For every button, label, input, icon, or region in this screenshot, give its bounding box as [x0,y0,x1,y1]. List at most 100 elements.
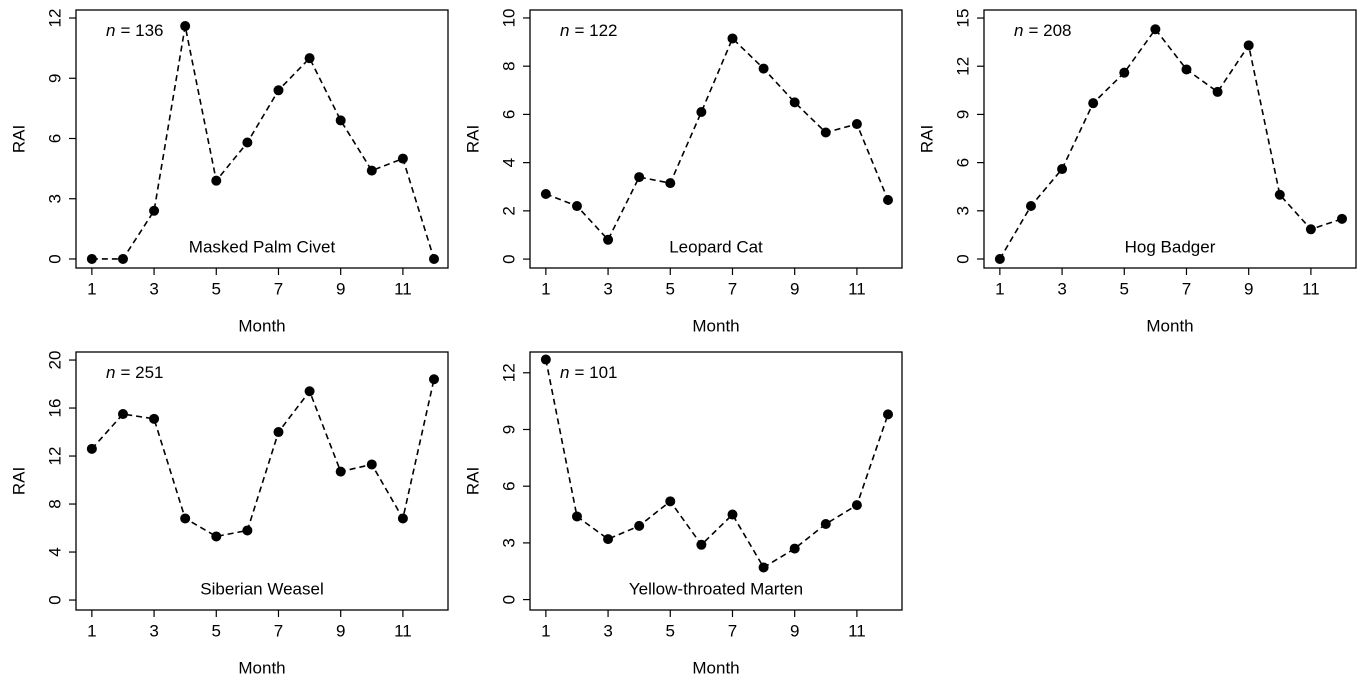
plot-frame [529,9,903,269]
sample-size-value: = 136 [120,21,163,40]
data-point [883,409,894,420]
data-point [211,175,222,186]
data-point [571,511,582,522]
data-point [1274,189,1285,200]
data-point [1057,164,1068,175]
data-point [665,178,676,189]
data-point [117,253,128,264]
plot-frame [75,351,449,611]
data-point [1025,200,1036,211]
data-line [999,27,1343,260]
data-line [545,359,889,569]
data-point [571,201,582,212]
y-tick-label: 8 [45,499,64,508]
y-tick-label: 0 [499,595,518,604]
data-point [366,165,377,176]
sample-size-symbol: n [106,363,115,382]
species-name: Leopard Cat [669,237,763,256]
sample-size-value: = 122 [574,21,617,40]
sample-size-symbol: n [560,21,569,40]
data-point [696,106,707,117]
data-point [851,500,862,511]
x-tick-label: 7 [728,621,737,640]
sample-size-symbol: n [106,21,115,40]
x-tick-label: 3 [149,279,158,298]
data-point [1243,40,1254,51]
x-axis-label: Month [238,658,285,677]
data-point [1088,98,1099,109]
x-tick-label: 5 [666,279,675,298]
y-axis-label: RAI [9,125,28,153]
data-point [540,354,551,365]
y-tick-label: 15 [953,9,972,28]
data-point [242,137,253,148]
data-point [397,513,408,524]
data-point [180,513,191,524]
y-tick-label: 8 [499,61,518,70]
plot-frame [983,9,1357,269]
data-point [603,534,614,545]
species-name: Yellow-throated Marten [629,579,803,598]
data-point [851,119,862,130]
x-tick-label: 11 [394,279,412,298]
y-tick-label: 12 [499,363,518,382]
data-line [91,379,435,538]
data-point [540,188,551,199]
y-tick-label: 2 [499,206,518,215]
species-name: Masked Palm Civet [189,237,336,256]
data-point [1305,224,1316,235]
y-tick-label: 10 [499,8,518,27]
sample-size-value: = 251 [120,363,163,382]
y-tick-label: 12 [953,57,972,76]
x-tick-label: 1 [87,621,96,640]
x-tick-label: 9 [790,621,799,640]
x-tick-label: 11 [394,621,412,640]
data-point [634,520,645,531]
x-tick-label: 3 [603,621,612,640]
x-tick-label: 5 [666,621,675,640]
data-point [820,519,831,529]
y-tick-label: 6 [953,158,972,167]
data-line [545,37,889,242]
data-point [335,466,346,477]
sample-size: n = 101 [560,363,617,382]
x-tick-label: 11 [1302,279,1320,298]
x-tick-label: 7 [274,621,283,640]
data-point [1150,24,1161,35]
x-tick-label: 3 [603,279,612,298]
data-point [1212,86,1223,97]
data-line [91,25,435,260]
x-tick-label: 1 [87,279,96,298]
x-tick-label: 5 [212,621,221,640]
y-tick-label: 6 [499,481,518,490]
data-point [273,85,284,96]
y-tick-label: 0 [45,254,64,263]
data-point [242,525,253,536]
data-point [994,254,1005,265]
x-tick-label: 3 [149,621,158,640]
x-tick-label: 1 [541,279,550,298]
data-point [86,253,97,264]
data-point [758,63,769,74]
data-point [634,172,645,183]
x-tick-label: 5 [1120,279,1129,298]
x-tick-label: 9 [336,279,345,298]
y-tick-label: 16 [45,399,64,418]
data-point [397,153,408,164]
data-point [696,539,707,550]
x-axis-label: Month [1146,316,1193,335]
y-tick-label: 9 [953,110,972,119]
data-point [789,543,800,554]
sample-size-symbol: n [1014,21,1023,40]
x-axis-label: Month [692,316,739,335]
x-tick-label: 5 [212,279,221,298]
y-tick-label: 3 [45,194,64,203]
sample-size: n = 122 [560,21,617,40]
x-tick-label: 1 [995,279,1004,298]
plot-frame [75,9,449,269]
y-axis-label: RAI [463,125,482,153]
data-point [883,195,894,206]
data-point [211,531,222,542]
x-tick-label: 7 [274,279,283,298]
y-tick-label: 6 [45,134,64,143]
